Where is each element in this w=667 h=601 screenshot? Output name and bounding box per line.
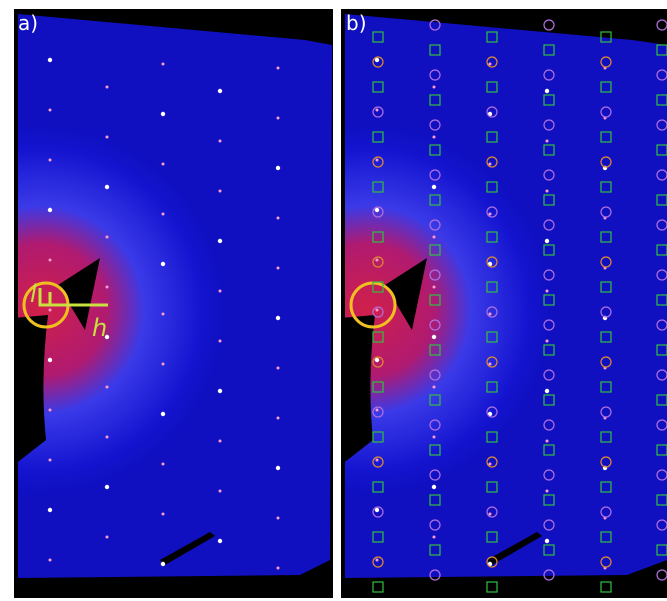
bragg-spot — [161, 412, 165, 416]
bragg-spot — [218, 89, 222, 93]
bragg-spot — [433, 136, 436, 139]
bragg-spot — [277, 517, 280, 520]
bragg-spot — [277, 267, 280, 270]
bragg-spot — [489, 213, 492, 216]
bragg-spot — [276, 466, 280, 470]
bragg-spot — [546, 440, 549, 443]
bragg-spot — [48, 58, 52, 62]
bragg-spot — [105, 485, 109, 489]
bragg-spot — [106, 386, 109, 389]
bragg-spot — [433, 436, 436, 439]
bragg-spot — [219, 190, 222, 193]
bragg-spot — [375, 208, 379, 212]
bragg-spot — [376, 309, 379, 312]
bragg-spot — [48, 508, 52, 512]
bragg-spot — [489, 63, 492, 66]
bragg-spot — [162, 163, 165, 166]
bragg-spot — [219, 440, 222, 443]
bragg-spot — [375, 358, 379, 362]
bragg-spot — [106, 86, 109, 89]
bragg-spot — [546, 340, 549, 343]
bragg-spot — [162, 63, 165, 66]
bragg-spot — [106, 436, 109, 439]
bragg-spot — [489, 313, 492, 316]
bragg-spot — [218, 239, 222, 243]
bragg-spot — [489, 363, 492, 366]
bragg-spot — [489, 463, 492, 466]
bragg-spot — [276, 166, 280, 170]
bragg-spot — [433, 286, 436, 289]
bragg-spot — [375, 58, 379, 62]
bragg-spot — [545, 389, 549, 393]
bragg-spot — [49, 559, 52, 562]
bragg-spot — [546, 490, 549, 493]
bragg-spot — [161, 112, 165, 116]
bragg-spot — [432, 485, 436, 489]
figure: l h a) b) — [0, 0, 667, 601]
bragg-spot — [375, 508, 379, 512]
bragg-spot — [162, 363, 165, 366]
bragg-spot — [105, 185, 109, 189]
bragg-spot — [277, 217, 280, 220]
bragg-spot — [432, 335, 436, 339]
bragg-spot — [162, 513, 165, 516]
bragg-spot — [106, 286, 109, 289]
bragg-spot — [546, 190, 549, 193]
bragg-spot — [376, 259, 379, 262]
bragg-spot — [106, 536, 109, 539]
bragg-spot — [162, 463, 165, 466]
bragg-spot — [376, 559, 379, 562]
bragg-spot — [219, 140, 222, 143]
axis-label-h: h — [92, 314, 107, 342]
panel-label: b) — [346, 11, 367, 35]
bragg-spot — [376, 459, 379, 462]
bragg-spot — [277, 117, 280, 120]
panel-a: l h a) — [14, 9, 333, 598]
panel-b: b) — [341, 9, 667, 598]
bragg-spot — [106, 236, 109, 239]
bragg-spot — [433, 236, 436, 239]
bragg-spot — [219, 290, 222, 293]
bragg-spot — [546, 290, 549, 293]
axis-label-l: l — [30, 280, 37, 308]
bragg-spot — [433, 86, 436, 89]
bragg-spot — [545, 89, 549, 93]
bragg-spot — [106, 136, 109, 139]
bragg-spot — [277, 417, 280, 420]
bragg-spot — [277, 67, 280, 70]
bragg-spot — [162, 313, 165, 316]
bragg-spot — [49, 109, 52, 112]
bragg-spot — [376, 159, 379, 162]
bragg-spot — [433, 536, 436, 539]
bragg-spot — [545, 539, 549, 543]
bragg-spot — [546, 140, 549, 143]
bragg-spot — [219, 490, 222, 493]
bragg-spot — [161, 262, 165, 266]
bragg-spot — [161, 562, 165, 566]
bragg-spot — [48, 358, 52, 362]
bragg-spot — [376, 109, 379, 112]
bragg-spot — [489, 513, 492, 516]
bragg-spot — [276, 316, 280, 320]
bragg-spot — [489, 163, 492, 166]
bragg-spot — [49, 309, 52, 312]
bragg-spot — [277, 567, 280, 570]
bragg-spot — [433, 386, 436, 389]
bragg-spot — [218, 539, 222, 543]
bragg-spot — [218, 389, 222, 393]
bragg-spot — [48, 208, 52, 212]
bragg-spot — [545, 239, 549, 243]
panel-label: a) — [18, 11, 38, 35]
bragg-spot — [49, 409, 52, 412]
bragg-spot — [49, 259, 52, 262]
bragg-spot — [219, 340, 222, 343]
bragg-spot — [49, 459, 52, 462]
bragg-spot — [162, 213, 165, 216]
bragg-spot — [376, 409, 379, 412]
bragg-spot — [432, 185, 436, 189]
bragg-spot — [49, 159, 52, 162]
bragg-spot — [277, 367, 280, 370]
